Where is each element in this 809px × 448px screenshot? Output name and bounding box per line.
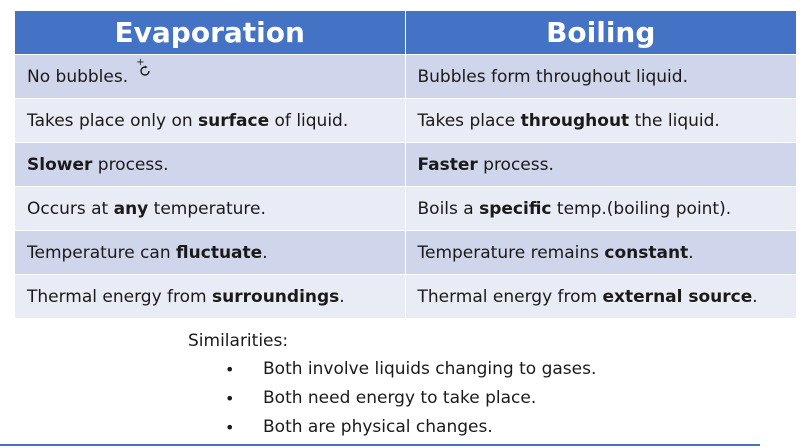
bold-text: Faster	[417, 154, 478, 175]
table-row: No bubbles. + Bubbles form throughout liq…	[15, 54, 796, 99]
bold-text: any	[113, 198, 149, 219]
busy-cursor-icon: +	[136, 57, 152, 79]
text-run: Temperature can	[27, 242, 177, 263]
text-run: .	[262, 242, 268, 263]
text-run: the liquid.	[629, 110, 720, 131]
text-run: process.	[92, 154, 169, 175]
list-item-text: Both involve liquids changing to gases.	[263, 359, 597, 379]
bottom-divider	[0, 444, 760, 446]
evaporation-cell: Temperature can fluctuate.	[15, 230, 406, 275]
text-run: Bubbles form throughout liquid.	[417, 66, 688, 87]
text-run: .	[752, 286, 758, 307]
bold-text: specific	[479, 198, 552, 219]
list-item-text: Both are physical changes.	[263, 417, 493, 437]
cell-text: Faster process.	[418, 155, 554, 175]
header-evaporation: Evaporation	[15, 11, 406, 55]
text-run: Temperature remains	[417, 242, 605, 263]
bold-text: constant	[604, 242, 689, 263]
cell-text: Thermal energy from surroundings.	[27, 287, 345, 307]
similarities-list: • Both involve liquids changing to gases.…	[188, 355, 596, 442]
cell-text: Takes place throughout the liquid.	[418, 111, 720, 131]
text-run: Thermal energy from	[417, 286, 603, 307]
bullet-icon: •	[225, 389, 235, 408]
evaporation-cell: No bubbles. +	[15, 54, 406, 99]
text-run: Takes place	[417, 110, 521, 131]
bold-text: external source	[602, 286, 753, 307]
text-run: Boils a	[417, 198, 480, 219]
table-row: Thermal energy from surroundings. Therma…	[15, 274, 796, 318]
table-row: Temperature can fluctuate. Temperature r…	[15, 230, 796, 275]
cell-text: Bubbles form throughout liquid.	[418, 67, 688, 87]
text-run: Takes place only on	[27, 110, 199, 131]
boiling-cell: Thermal energy from external source.	[405, 274, 796, 318]
bold-text: surroundings	[212, 286, 340, 307]
table-row: Takes place only on surface of liquid. T…	[15, 98, 796, 143]
text-run: No bubbles.	[27, 66, 129, 87]
table-row: Slower process. Faster process.	[15, 142, 796, 187]
text-run: .	[339, 286, 345, 307]
similarities-title: Similarities:	[188, 331, 289, 351]
table-row: Occurs at any temperature. Boils a speci…	[15, 186, 796, 231]
cell-text: Thermal energy from external source.	[418, 287, 758, 307]
cell-text: Boils a specific temp.(boiling point).	[418, 199, 732, 219]
table-body: No bubbles. + Bubbles form throughout liq…	[15, 54, 796, 318]
evaporation-cell: Slower process.	[15, 142, 406, 187]
bullet-icon: •	[225, 418, 235, 437]
bold-text: fluctuate	[176, 242, 263, 263]
text-run: temp.(boiling point).	[551, 198, 732, 219]
evaporation-cell: Takes place only on surface of liquid.	[15, 98, 406, 143]
evaporation-cell: Thermal energy from surroundings.	[15, 274, 406, 318]
text-run: of liquid.	[269, 110, 349, 131]
list-item: • Both involve liquids changing to gases.	[188, 355, 596, 384]
text-run: .	[688, 242, 694, 263]
list-item-text: Both need energy to take place.	[263, 388, 537, 408]
boiling-cell: Faster process.	[405, 142, 796, 187]
cell-text: Slower process.	[27, 155, 169, 175]
cell-text: Temperature remains constant.	[418, 243, 694, 263]
cell-text: Takes place only on surface of liquid.	[27, 111, 348, 131]
header-boiling: Boiling	[405, 11, 796, 55]
boiling-cell: Temperature remains constant.	[405, 230, 796, 275]
cell-text: Occurs at any temperature.	[27, 199, 266, 219]
text-run: Occurs at	[27, 198, 114, 219]
text-run: Thermal energy from	[27, 286, 213, 307]
bold-text: Slower	[27, 154, 93, 175]
text-run: process.	[477, 154, 554, 175]
list-item: • Both are physical changes.	[188, 413, 596, 442]
list-item: • Both need energy to take place.	[188, 384, 596, 413]
comparison-table: Evaporation Boiling No bubbles. + Bubbles…	[15, 11, 796, 318]
boiling-cell: Boils a specific temp.(boiling point).	[405, 186, 796, 231]
cell-text: No bubbles.	[27, 67, 128, 87]
similarities-section: Similarities: • Both involve liquids chan…	[188, 327, 596, 442]
bold-text: surface	[198, 110, 270, 131]
cell-text: Temperature can fluctuate.	[27, 243, 268, 263]
bold-text: throughout	[520, 110, 630, 131]
boiling-cell: Takes place throughout the liquid.	[405, 98, 796, 143]
table-header-row: Evaporation Boiling	[15, 11, 796, 55]
bullet-icon: •	[225, 360, 235, 379]
boiling-cell: Bubbles form throughout liquid.	[405, 54, 796, 99]
text-run: temperature.	[148, 198, 266, 219]
evaporation-cell: Occurs at any temperature.	[15, 186, 406, 231]
